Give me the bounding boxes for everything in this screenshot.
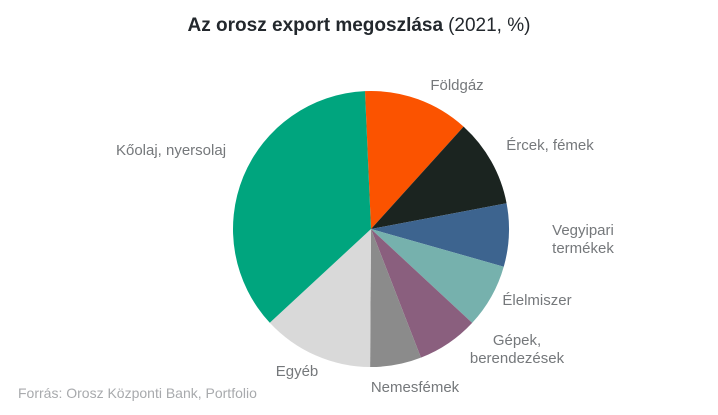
pie-slice-koolaj[interactable] xyxy=(232,91,371,323)
slice-label-vegyipari: Vegyipari termékek xyxy=(552,222,614,257)
chart-title-text: Az orosz export megoszlása xyxy=(187,15,444,36)
pie-slice-ercek-femek[interactable] xyxy=(371,126,507,229)
slice-label-nemesfemek: Nemesfémek xyxy=(370,379,460,396)
slice-label-koolaj: Kőolaj, nyersolaj xyxy=(115,142,227,159)
slice-label-gepek: Gépek, berendezések xyxy=(469,332,565,367)
pie-slice-elelmiszer[interactable] xyxy=(371,229,504,323)
pie-slice-egyeb[interactable] xyxy=(269,229,371,367)
source-note: Forrás: Orosz Központi Bank, Portfolio xyxy=(18,385,257,401)
pie-chart xyxy=(232,90,509,368)
slice-label-foldgaz: Földgáz xyxy=(430,77,484,94)
slice-label-elelmiszer: Élelmiszer xyxy=(502,292,572,309)
pie-chart-area xyxy=(231,89,511,369)
page-title: Az orosz export megoszlása (2021, %) xyxy=(0,14,718,37)
slice-label-ercek-femek: Ércek, fémek xyxy=(506,137,594,154)
chart-title-year: (2021, %) xyxy=(448,15,531,36)
slice-label-egyeb: Egyéb xyxy=(275,363,319,380)
pie-slice-gepek[interactable] xyxy=(371,229,473,358)
pie-slice-vegyipari[interactable] xyxy=(371,203,509,267)
pie-slice-nemesfemek[interactable] xyxy=(370,229,421,368)
pie-slice-foldgaz[interactable] xyxy=(364,90,464,229)
